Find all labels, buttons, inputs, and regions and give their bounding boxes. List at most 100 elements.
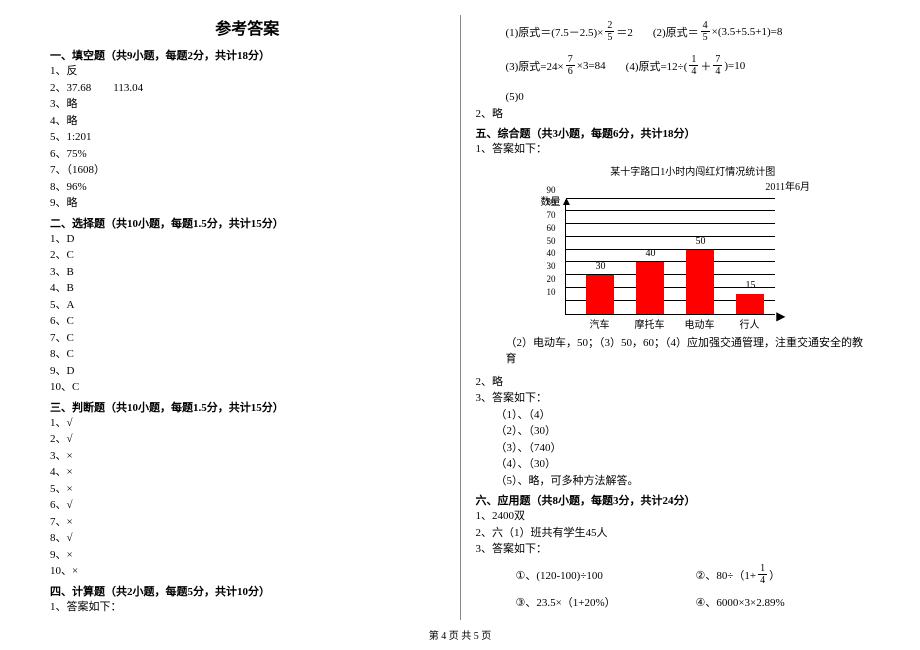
bar-chart: 数量 ▲ ▶ 908070605040302010 30405015 汽车摩托车… [515,195,795,330]
list-item: （1）、（4） [495,407,870,424]
grid-line [566,236,775,237]
s5-item1: 1、答案如下： [475,141,870,158]
list-item: 9、× [50,547,445,564]
bar-value: 30 [586,261,614,272]
y-tick: 30 [535,261,555,271]
x-label: 摩托车 [634,316,664,331]
list-item: （5）、略，可多种方法解答。 [495,473,870,490]
section-4-header: 四、计算题（共2小题，每题5分，共计10分） [50,583,445,599]
list-item: 10、C [50,379,445,396]
bar: 50 [686,250,714,314]
grid-line [566,223,775,224]
eqB-post: ） [769,567,780,583]
list-item: 5、A [50,297,445,314]
eq4-f2den: 4 [713,66,722,77]
bar-value: 40 [636,248,664,259]
s6-eq-row1: ①、(120-100)÷100 ②、80÷（1+ 14 ） [515,564,870,586]
list-item: 7、（1608） [50,162,445,179]
list-item: 1、2400双 [475,508,870,525]
eq2: (2)原式＝ 45 × (3.5+5.5+1)=8 [653,21,782,43]
y-tick: 10 [535,287,555,297]
list-item: 3、× [50,448,445,465]
chart-subtitle: 2011年6月 [515,178,810,193]
eq4-post: )=10 [724,60,745,72]
s5-item2: 2、略 [475,374,870,391]
s5-subitems: （1）、（4）（2）、（30）（3）、（740）（4）、（30）（5）、略，可多… [495,407,870,490]
page-footer: 第 4 页 共 5 页 [0,627,920,642]
y-tick: 60 [535,223,555,233]
eqB-frac: 14 [758,564,767,586]
list-item: 3、B [50,264,445,281]
eq3-post: 3=84 [583,60,606,72]
s6-items: 1、2400双2、六（1）班共有学生45人3、答案如下： [475,508,870,558]
bar: 15 [736,294,764,313]
bar-value: 15 [736,280,764,291]
list-item: 2、37.68 113.04 [50,80,445,97]
eq2-den: 5 [701,32,710,43]
list-item: 7、C [50,330,445,347]
eq1-num: 2 [605,21,614,32]
left-column: 参考答案 一、填空题（共9小题，每题2分，共计18分） 1、反2、37.68 1… [40,15,455,620]
list-item: 6、75% [50,146,445,163]
section-1-items: 1、反2、37.68 113.043、略4、略5、1:2016、75%7、（16… [50,63,445,212]
eq4-f2num: 7 [713,55,722,66]
y-tick: 50 [535,236,555,246]
list-item: 2、六（1）班共有学生45人 [475,525,870,542]
section-6-header: 六、应用题（共8小题，每题3分，共计24分） [475,492,870,508]
list-item: 5、× [50,481,445,498]
eq3-pre: (3)原式=24× [505,58,563,74]
eqB-num: 1 [758,564,767,575]
section-2-items: 1、D2、C3、B4、B5、A6、C7、C8、C9、D10、C [50,231,445,396]
eqB-pre: ②、80÷（1+ [695,567,756,583]
y-tick: 20 [535,274,555,284]
list-item: 9、略 [50,195,445,212]
eq4-f1num: 1 [689,55,698,66]
column-divider [460,15,461,620]
y-tick: 70 [535,210,555,220]
eq4-f1den: 4 [689,66,698,77]
y-tick: 40 [535,248,555,258]
section-3-items: 1、√2、√3、×4、×5、×6、√7、×8、√9、×10、× [50,415,445,580]
list-item: （4）、（30） [495,456,870,473]
eq1: (1)原式＝(7.5－2.5)× 25 ＝2 [505,21,632,43]
eq3-num: 7 [566,55,575,66]
section-1-header: 一、填空题（共9小题，每题2分，共计18分） [50,47,445,63]
list-item: 10、× [50,563,445,580]
equation-row-1: (1)原式＝(7.5－2.5)× 25 ＝2 (2)原式＝ 45 × (3.5+… [505,21,870,43]
list-item: 3、略 [50,96,445,113]
eq2-frac: 45 [701,21,710,43]
list-item: 8、√ [50,530,445,547]
eqA: ①、(120-100)÷100 [515,567,675,583]
list-item: 2、C [50,247,445,264]
eqD: ④、6000×3×2.89% [695,594,784,610]
eq1-pre: (1)原式＝(7.5－2.5)× [505,24,603,40]
eq4: (4)原式=12÷( 14 ＋ 74 )=10 [626,55,746,77]
eq5: (5)0 [505,89,870,106]
list-item: 2、√ [50,431,445,448]
list-item: （2）、（30） [495,423,870,440]
list-item: 7、× [50,514,445,531]
y-tick: 80 [535,197,555,207]
grid-line [566,198,775,199]
list-item: 5、1:201 [50,129,445,146]
s6-eq-row2: ③、23.5×（1+20%） ④、6000×3×2.89% [515,594,870,610]
x-label: 电动车 [684,316,714,331]
grid-line [566,210,775,211]
list-item: 1、反 [50,63,445,80]
bar: 30 [586,275,614,313]
list-item: 3、答案如下： [475,541,870,558]
page-title: 参考答案 [50,15,445,39]
right-column: (1)原式＝(7.5－2.5)× 25 ＝2 (2)原式＝ 45 × (3.5+… [465,15,880,620]
chart-note: （2）电动车，50；（3）50，60；（4）应加强交通管理，注重交通安全的教育 [505,335,870,368]
eq3: (3)原式=24× 76 × 3=84 [505,55,605,77]
calc-item2: 2、略 [475,106,870,123]
list-item: 4、略 [50,113,445,130]
equation-row-2: (3)原式=24× 76 × 3=84 (4)原式=12÷( 14 ＋ 74 )… [505,55,870,77]
list-item: 4、× [50,464,445,481]
eqC: ③、23.5×（1+20%） [515,594,675,610]
list-item: 4、B [50,280,445,297]
eq3-den: 6 [566,66,575,77]
list-item: （3）、（740） [495,440,870,457]
bar: 40 [636,262,664,313]
section-2-header: 二、选择题（共10小题，每题1.5分，共计15分） [50,215,445,231]
